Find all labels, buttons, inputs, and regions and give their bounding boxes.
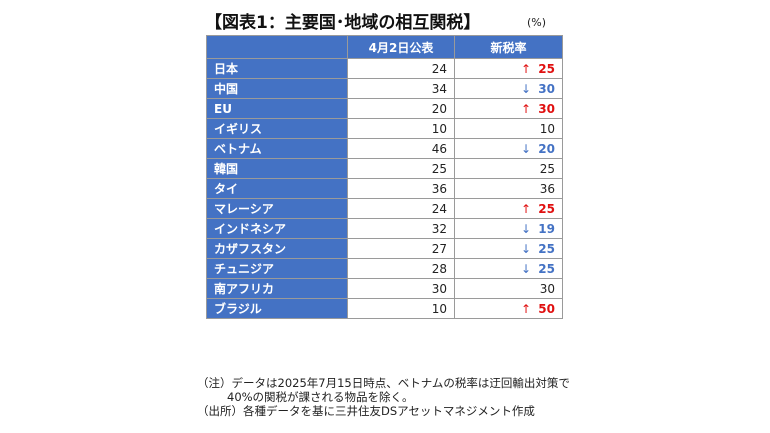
new-rate-cell: ↓ 25 — [454, 238, 563, 259]
source-line: （出所）各種データを基に三井住友DSアセットマネジメント作成 — [197, 404, 535, 418]
table-row: 日本 24 ↑ 25 — [206, 58, 563, 79]
header-country — [206, 35, 348, 59]
new-rate-value: 25 — [538, 261, 555, 276]
table-row: ブラジル 10 ↑ 50 — [206, 298, 563, 319]
table-row: イギリス 10 10 — [206, 118, 563, 139]
new-rate-value: 19 — [538, 221, 555, 236]
announced-rate-cell: 24 — [347, 198, 455, 219]
new-rate-cell: ↓ 30 — [454, 78, 563, 99]
table-body: 日本 24 ↑ 25 中国 34 ↓ 30 EU 20 ↑ 30 イギリス 10 10 ベトナム 46 ↓ 20 韓国… — [206, 58, 563, 319]
table-row: タイ 36 36 — [206, 178, 563, 199]
new-rate-cell: ↑ 50 — [454, 298, 563, 319]
new-rate-cell: ↓ 25 — [454, 258, 563, 279]
new-rate-cell: ↑ 30 — [454, 98, 563, 119]
table-row: 韓国 25 25 — [206, 158, 563, 179]
announced-rate-cell: 27 — [347, 238, 455, 259]
arrow-down-icon: ↓ — [521, 81, 532, 96]
new-rate-value: 10 — [539, 121, 555, 136]
new-rate-value: 50 — [538, 301, 555, 316]
new-rate-value: 25 — [538, 61, 555, 76]
table-row: 中国 34 ↓ 30 — [206, 78, 563, 99]
new-rate-cell: ↑ 25 — [454, 198, 563, 219]
arrow-down-icon: ↓ — [521, 141, 532, 156]
country-cell: 中国 — [206, 78, 348, 99]
announced-rate-cell: 24 — [347, 58, 455, 79]
header-new-rate: 新税率 — [454, 35, 563, 59]
new-rate-value: 20 — [538, 141, 555, 156]
country-cell: ベトナム — [206, 138, 348, 159]
new-rate-cell: 30 — [454, 278, 563, 299]
country-cell: イギリス — [206, 118, 348, 139]
country-cell: EU — [206, 98, 348, 119]
new-rate-value: 25 — [538, 201, 555, 216]
arrow-down-icon: ↓ — [521, 241, 532, 256]
new-rate-cell: 36 — [454, 178, 563, 199]
country-cell: チュニジア — [206, 258, 348, 279]
table-header-row: 4月2日公表 新税率 — [206, 35, 563, 59]
announced-rate-cell: 10 — [347, 298, 455, 319]
notes: （注）データは2025年7月15日時点、ベトナムの税率は迂回輸出対策で 40%の… — [197, 376, 570, 418]
arrow-down-icon: ↓ — [521, 221, 532, 236]
announced-rate-cell: 34 — [347, 78, 455, 99]
new-rate-value: 30 — [539, 281, 555, 296]
tariff-table: 4月2日公表 新税率 日本 24 ↑ 25 中国 34 ↓ 30 EU 20 ↑ 30 イギリス 10 10… — [206, 35, 563, 319]
announced-rate-cell: 28 — [347, 258, 455, 279]
note-line-1: （注）データは2025年7月15日時点、ベトナムの税率は迂回輸出対策で — [197, 376, 570, 390]
announced-rate-cell: 32 — [347, 218, 455, 239]
new-rate-value: 25 — [538, 241, 555, 256]
new-rate-value: 36 — [539, 181, 555, 196]
announced-rate-cell: 10 — [347, 118, 455, 139]
announced-rate-cell: 20 — [347, 98, 455, 119]
country-cell: インドネシア — [206, 218, 348, 239]
country-cell: マレーシア — [206, 198, 348, 219]
new-rate-cell: 25 — [454, 158, 563, 179]
country-cell: タイ — [206, 178, 348, 199]
table-row: インドネシア 32 ↓ 19 — [206, 218, 563, 239]
chart-title: 【図表1：主要国･地域の相互関税】 — [205, 13, 481, 33]
new-rate-value: 25 — [539, 161, 555, 176]
arrow-up-icon: ↑ — [521, 61, 532, 76]
header-announced: 4月2日公表 — [347, 35, 455, 59]
country-cell: カザフスタン — [206, 238, 348, 259]
announced-rate-cell: 25 — [347, 158, 455, 179]
arrow-up-icon: ↑ — [521, 101, 532, 116]
announced-rate-cell: 36 — [347, 178, 455, 199]
arrow-up-icon: ↑ — [521, 301, 532, 316]
table-row: ベトナム 46 ↓ 20 — [206, 138, 563, 159]
announced-rate-cell: 30 — [347, 278, 455, 299]
new-rate-cell: ↓ 20 — [454, 138, 563, 159]
announced-rate-cell: 46 — [347, 138, 455, 159]
arrow-down-icon: ↓ — [521, 261, 532, 276]
new-rate-cell: 10 — [454, 118, 563, 139]
table-row: チュニジア 28 ↓ 25 — [206, 258, 563, 279]
new-rate-cell: ↑ 25 — [454, 58, 563, 79]
country-cell: 南アフリカ — [206, 278, 348, 299]
table-row: EU 20 ↑ 30 — [206, 98, 563, 119]
table-row: マレーシア 24 ↑ 25 — [206, 198, 563, 219]
country-cell: ブラジル — [206, 298, 348, 319]
country-cell: 韓国 — [206, 158, 348, 179]
note-line-2: 40%の関税が課される物品を除く。 — [227, 390, 414, 404]
new-rate-value: 30 — [538, 101, 555, 116]
arrow-up-icon: ↑ — [521, 201, 532, 216]
table-row: 南アフリカ 30 30 — [206, 278, 563, 299]
country-cell: 日本 — [206, 58, 348, 79]
new-rate-value: 30 — [538, 81, 555, 96]
new-rate-cell: ↓ 19 — [454, 218, 563, 239]
table-row: カザフスタン 27 ↓ 25 — [206, 238, 563, 259]
unit-label: (%) — [527, 16, 547, 29]
